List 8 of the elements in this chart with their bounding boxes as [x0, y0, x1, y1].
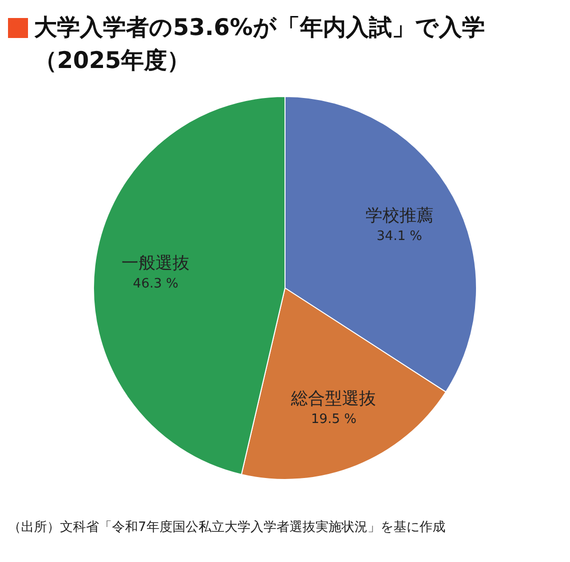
data-label: 46.3 % [132, 276, 178, 292]
slice-label: 学校推薦 [365, 206, 434, 226]
slice-label: 総合型選抜 [290, 389, 376, 410]
data-label: 34.1 % [376, 229, 422, 244]
chart-title: 大学入学者の53.6%が「年内入試」で入学（2025年度） [34, 14, 486, 76]
slice-label: 一般選抜 [122, 254, 190, 274]
data-label: 19.5 % [311, 412, 356, 428]
text: （出所）文科省「令和7年度国公私立大学入学者選抜実施状況」を基に作成 [8, 519, 446, 537]
